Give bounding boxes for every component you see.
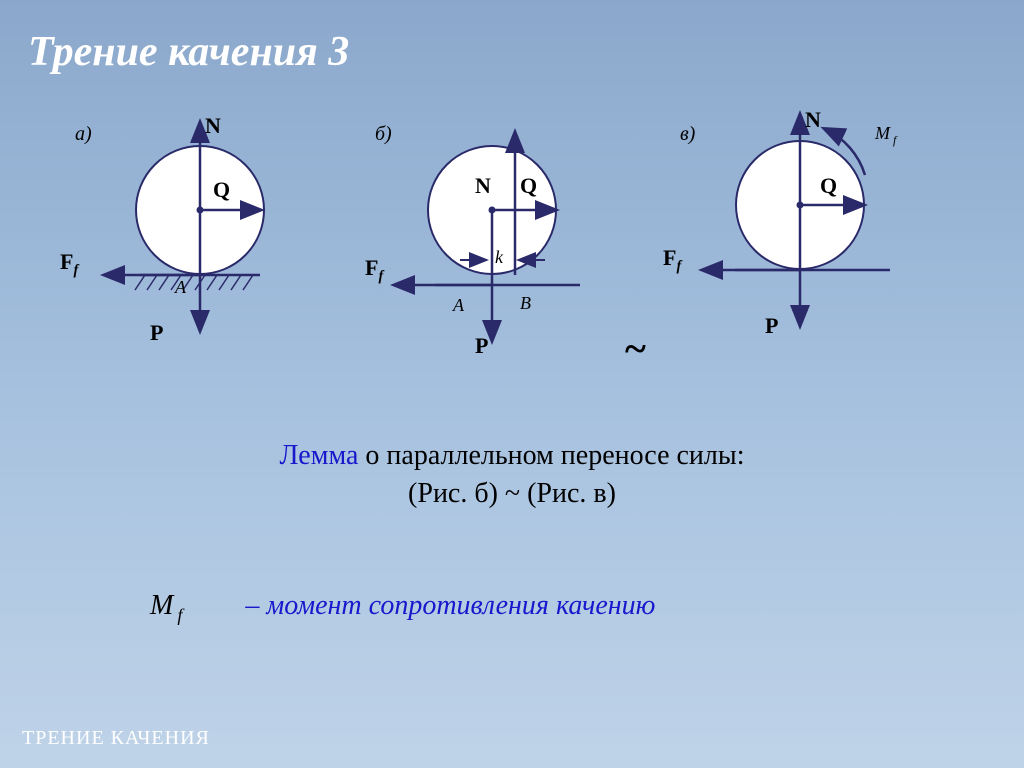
tilde-symbol: ~ [625,325,646,372]
label-Q-b: Q [520,173,537,199]
figure-a: а) [45,115,345,365]
lemma-eq: (Рис. б) ~ (Рис. в) [0,478,1024,510]
footer-text: ТРЕНИЕ КАЧЕНИЯ [22,727,210,750]
label-Ff-c: Ff [663,245,681,275]
label-N-c: N [805,107,821,133]
label-P-c: P [765,313,778,339]
arrows-a [45,115,345,365]
arrows-c [665,115,985,365]
label-P-b: P [475,333,488,359]
lemma-text: Лемма о параллельном переносе силы: (Рис… [0,440,1024,510]
label-k-b: k [495,247,503,268]
moment-sep [189,590,238,621]
label-B-b: B [520,293,531,314]
figure-b: б) N Q k Ff A B P [345,115,645,365]
label-A-b: A [453,295,464,316]
lemma-word: Лемма [280,440,359,471]
label-Ff-b: Ff [365,255,383,285]
label-A-a: A [175,277,186,298]
label-Q-c: Q [820,173,837,199]
arrows-b [345,115,645,365]
label-P-a: P [150,320,163,346]
label-Mf-c: Mf [875,123,896,147]
figure-c: в) N Q Ff P Mf [665,115,965,365]
slide-title: Трение качения 3 [28,28,349,76]
moment-line: Mf – момент сопротивления качению [150,590,655,626]
moment-desc: – момент сопротивления качению [245,590,655,621]
lemma-rest: о параллельном переносе силы: [358,440,744,471]
label-Ff-a: Ff [60,249,78,279]
label-N-a: N [205,113,221,139]
moment-symbol: Mf [150,590,182,621]
diagram-row: а) [0,115,1024,365]
label-N-b: N [475,173,491,199]
label-Q-a: Q [213,177,230,203]
